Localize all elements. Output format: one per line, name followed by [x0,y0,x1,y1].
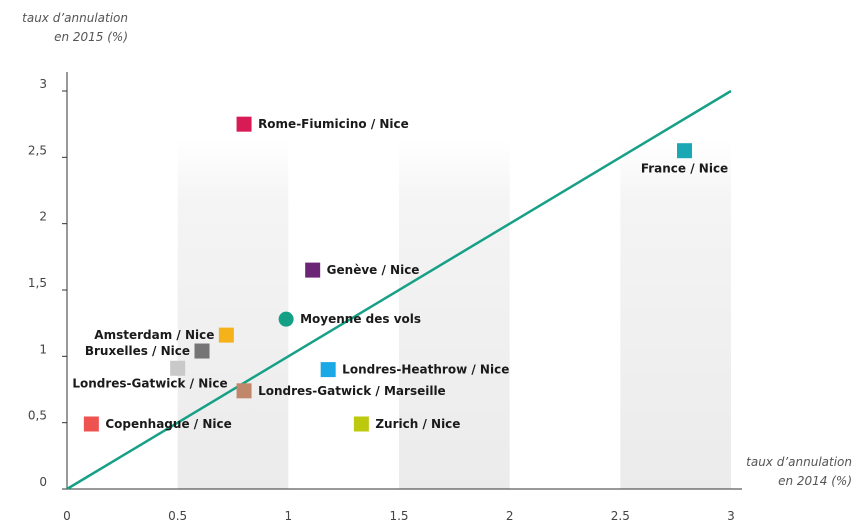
y-tick-label: 0 [39,475,47,489]
point-marker [236,383,252,399]
point-marker [83,416,99,432]
y-axis-title: taux d’annulation en 2015 (%) [8,10,128,45]
x-tick-label: 1 [285,509,293,522]
x-axis-title-line1: taux d’annulation [746,455,852,469]
y-axis-title-line1: taux d’annulation [22,11,128,25]
x-axis-title: taux d’annulation en 2014 (%) [722,454,852,489]
grid-band-2 [620,140,731,489]
point-label: Moyenne des vols [300,312,421,326]
y-tick-label: 2,5 [28,143,47,157]
point-marker [278,311,294,327]
point-marker [194,343,210,359]
reference-line [66,89,732,491]
point-label: Copenhague / Nice [105,417,231,431]
point-marker [320,362,336,378]
y-tick-label: 3 [39,77,47,91]
y-axis-title-line2: en 2015 (%) [54,30,128,44]
point-marker [677,143,693,159]
point-label: Londres-Heathrow / Nice [342,363,509,377]
y-tick-label: 1 [39,342,47,356]
point-marker [236,116,252,132]
point-marker [218,327,234,343]
x-tick-label: 1.5 [389,509,408,522]
x-tick-label: 0 [63,509,71,522]
grid-band-0 [177,140,289,489]
x-tick-label: 3 [727,509,735,522]
point-label: Bruxelles / Nice [85,344,190,358]
point-marker [170,360,186,376]
point-marker [353,416,369,432]
point-label: Zurich / Nice [375,417,460,431]
point-label: Rome-Fiumicino / Nice [258,117,409,131]
x-tick-label: 2.5 [611,509,630,522]
y-tick-label: 0,5 [28,409,47,423]
x-tick-label: 2 [506,509,514,522]
point-label: Amsterdam / Nice [94,328,214,342]
y-tick-label: 2 [39,210,47,224]
grid-band-1 [399,140,510,489]
point-label: Genève / Nice [327,263,420,277]
y-tick-label: 1,5 [28,276,47,290]
point-label: France / Nice [641,162,728,176]
point-label: Londres-Gatwick / Marseille [258,384,446,398]
x-tick-label: 0.5 [168,509,187,522]
x-axis-title-line2: en 2014 (%) [778,474,852,488]
point-marker [305,262,321,278]
point-label: Londres-Gatwick / Nice [72,376,227,390]
